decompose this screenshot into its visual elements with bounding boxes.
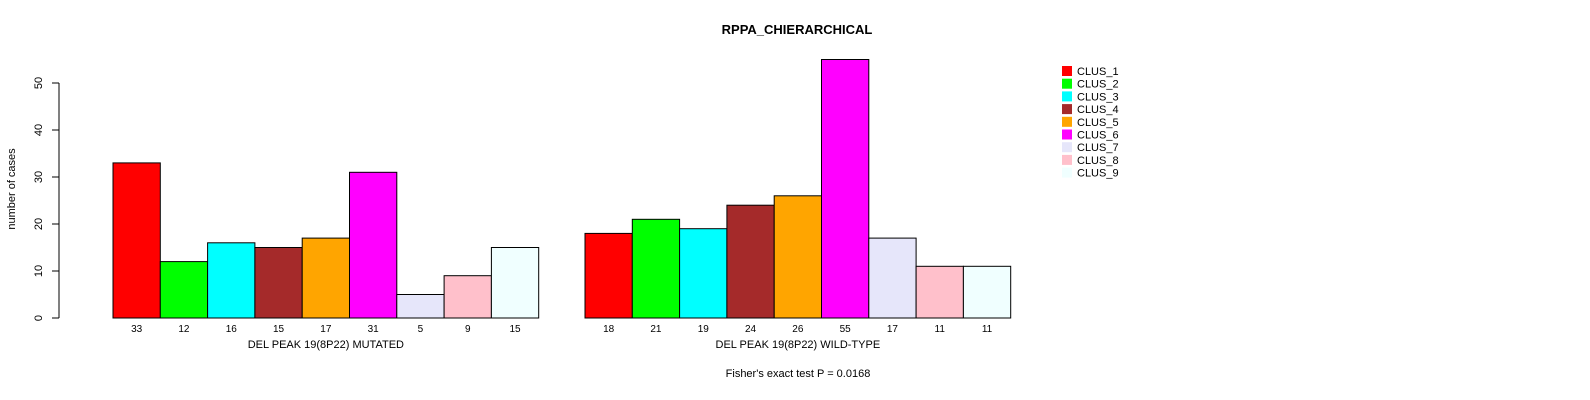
bar-count-label: 9 <box>465 324 471 335</box>
y-axis: 0 10 20 30 40 50 <box>33 77 60 321</box>
bar-count-label: 11 <box>935 324 946 335</box>
legend-label: CLUS_3 <box>1077 91 1119 103</box>
bar <box>443 275 492 319</box>
bar <box>301 237 351 319</box>
y-tick-label: 40 <box>33 124 45 136</box>
bar <box>207 242 256 319</box>
legend-swatch <box>1062 66 1072 76</box>
bar-count-label: 19 <box>698 324 710 335</box>
legend-label: CLUS_9 <box>1077 168 1119 180</box>
bars: 33 12 16 15 17 31 5 9 15 18 21 19 24 26 55 17 11 11 <box>112 59 1012 335</box>
legend-swatch <box>1062 116 1072 127</box>
group-label-wild-type: DEL PEAK 19(8P22) WILD-TYPE <box>716 339 881 351</box>
bar <box>159 261 209 319</box>
y-tick-label: 0 <box>33 315 45 321</box>
bar <box>726 204 775 319</box>
bar-count-label: 17 <box>887 324 899 335</box>
bar <box>679 228 728 319</box>
fisher-test-note: Fisher's exact test P = 0.0168 <box>726 368 871 380</box>
bar-count-label: 17 <box>320 324 332 335</box>
bar-count-label: 18 <box>603 324 615 335</box>
bar-count-label: 12 <box>178 324 190 335</box>
legend-label: CLUS_1 <box>1077 66 1119 78</box>
legend: CLUS_1CLUS_2CLUS_3CLUS_4CLUS_5CLUS_6CLUS… <box>1062 66 1119 180</box>
legend-swatch <box>1062 142 1072 153</box>
legend-label: CLUS_2 <box>1077 79 1119 91</box>
group-label-mutated: DEL PEAK 19(8P22) MUTATED <box>248 339 404 351</box>
legend-label: CLUS_4 <box>1077 104 1119 116</box>
bar-count-label: 26 <box>792 324 804 335</box>
legend-swatch <box>1062 129 1072 140</box>
bar <box>773 195 823 319</box>
bar <box>254 247 303 319</box>
bar-count-label: 11 <box>982 324 993 335</box>
bar-count-label: 5 <box>418 324 424 335</box>
legend-swatch <box>1062 167 1072 178</box>
bar-count-label: 21 <box>650 324 662 335</box>
bar-count-label: 15 <box>273 324 285 335</box>
bar <box>112 162 161 319</box>
bar <box>490 247 540 319</box>
legend-swatch <box>1062 91 1072 102</box>
bar-count-label: 24 <box>745 324 757 335</box>
bar-count-label: 16 <box>226 324 238 335</box>
y-tick-label: 10 <box>33 265 45 277</box>
legend-label: CLUS_7 <box>1077 142 1119 154</box>
legend-swatch <box>1062 104 1072 115</box>
bar <box>915 265 964 319</box>
bar <box>631 218 681 319</box>
legend-label: CLUS_5 <box>1077 117 1119 129</box>
y-tick-label: 50 <box>33 77 45 89</box>
bar-count-label: 15 <box>509 324 521 335</box>
y-tick-label: 20 <box>33 218 45 230</box>
bar <box>821 59 870 319</box>
bar <box>962 265 1012 319</box>
legend-swatch <box>1062 154 1072 165</box>
bar <box>584 232 633 319</box>
y-tick-label: 30 <box>33 171 45 183</box>
bar-count-label: 31 <box>368 324 380 335</box>
bar <box>396 294 445 319</box>
bar-count-label: 55 <box>840 324 852 335</box>
bar <box>868 237 917 319</box>
chart-title: RPPA_CHIERARCHICAL <box>722 22 873 37</box>
legend-label: CLUS_8 <box>1077 155 1119 167</box>
legend-label: CLUS_6 <box>1077 130 1119 142</box>
legend-swatch <box>1062 78 1072 89</box>
group-labels: DEL PEAK 19(8P22) MUTATED DEL PEAK 19(8P… <box>248 339 880 351</box>
bar-count-label: 33 <box>131 324 143 335</box>
y-axis-label: number of cases <box>6 148 18 230</box>
bar <box>349 171 398 319</box>
